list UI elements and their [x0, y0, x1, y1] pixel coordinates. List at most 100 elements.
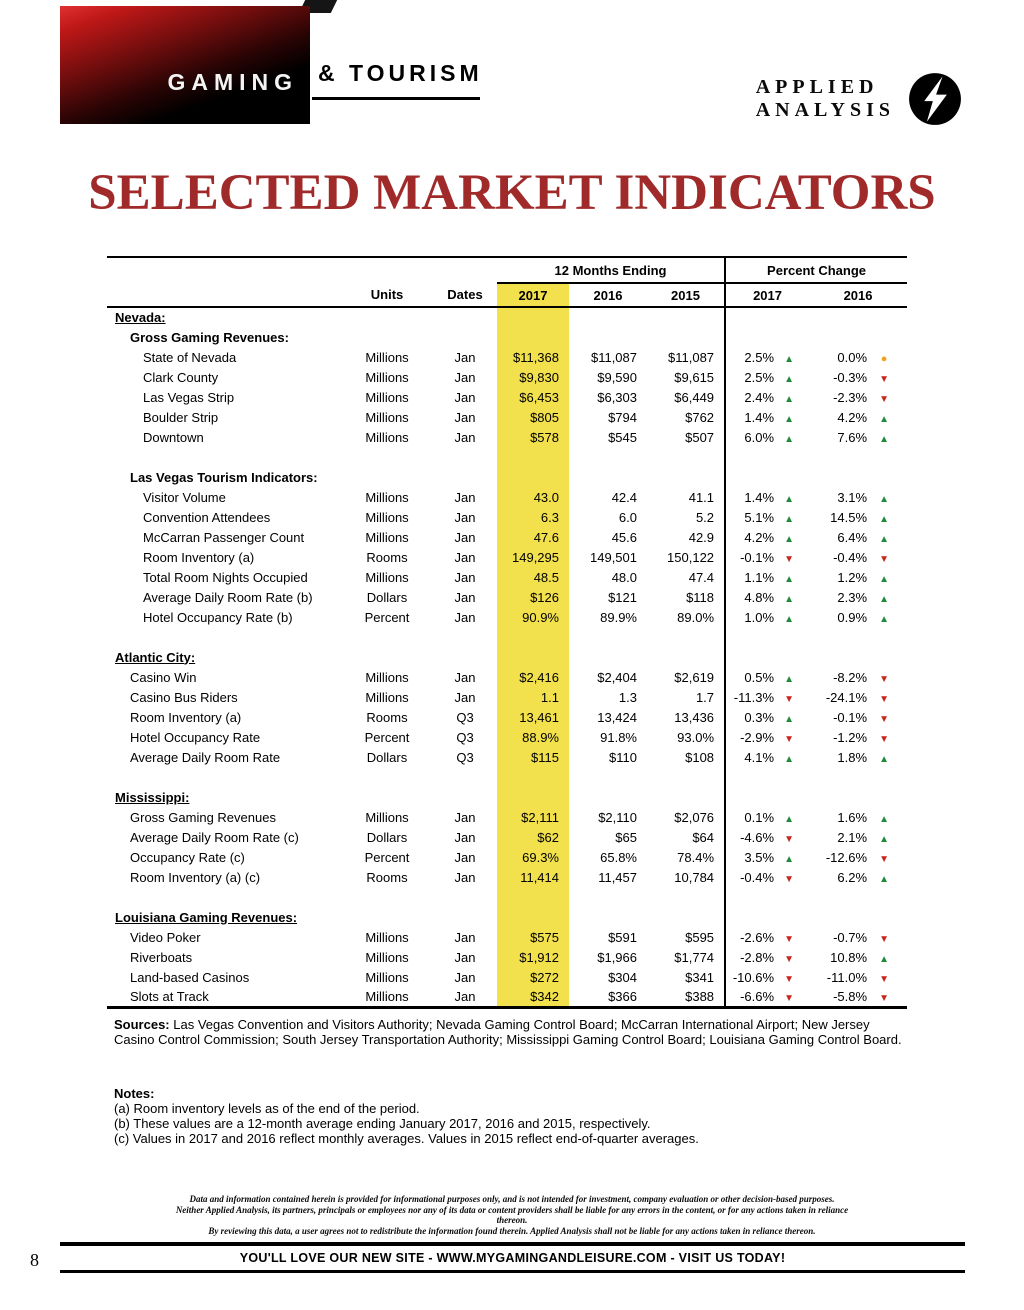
spacer-row [107, 447, 907, 467]
pct-2017-value: 0.1% [744, 809, 775, 825]
value-2016: $121 [608, 589, 637, 605]
value-2016: $2,404 [597, 669, 637, 685]
pct-change-2017 [724, 627, 810, 647]
value-2016: $6,303 [597, 389, 637, 405]
row-dates: Jan [454, 349, 476, 365]
pct-change-2017: -11.3% ▼ [724, 687, 810, 707]
up-triangle-icon: ▲ [784, 753, 794, 765]
value-2017 [497, 627, 569, 647]
value-2015: $108 [685, 749, 715, 765]
data-row: Las Vegas Strip Millions Jan $6,453 $6,303 $6… [107, 387, 907, 407]
value-2016 [569, 887, 647, 907]
table-group-header-row: 12 Months Ending Percent Change [107, 256, 908, 284]
column-header-pct-2017: 2017 [724, 283, 810, 308]
up-triangle-icon: ▲ [879, 513, 889, 525]
value-2017: 88.9% [522, 729, 559, 745]
pct-change-2016: 3.1% ▲ [809, 487, 907, 507]
down-triangle-icon: ▼ [784, 833, 794, 845]
brand-tourism-text: & TOURISM [318, 60, 483, 86]
up-triangle-icon: ▲ [879, 873, 889, 885]
pct-2016-value: 6.2% [837, 869, 868, 885]
pct-2017-value: -2.9% [740, 729, 775, 745]
row-label: Average Daily Room Rate (b) [143, 589, 313, 605]
down-triangle-icon: ▼ [784, 992, 794, 1004]
value-2015 [647, 907, 725, 927]
data-row: Casino Win Millions Jan $2,416 $2,404 $2,619 0… [107, 667, 907, 687]
pct-change-2016 [809, 647, 907, 667]
pct-change-2016: 0.0% ● [809, 347, 907, 367]
value-2017: 90.9% [522, 609, 559, 625]
logo-word-applied: APPLIED [755, 76, 879, 98]
pct-change-2016: -0.3% ▼ [809, 367, 907, 387]
value-2017 [497, 327, 569, 347]
value-2017: $2,416 [519, 669, 559, 685]
down-triangle-icon: ▼ [879, 733, 889, 745]
pct-2016-value: -11.0% [826, 969, 868, 985]
group-header-blank [107, 256, 497, 283]
pct-2017-value: -0.1% [740, 549, 775, 565]
pct-2016-value: 7.6% [837, 429, 868, 445]
pct-change-2016: -12.6% ▼ [809, 847, 907, 867]
data-row: Downtown Millions Jan $578 $545 $507 6.0% ▲ 7.6%… [107, 427, 907, 447]
group-label: Atlantic City: [115, 649, 196, 665]
row-dates: Jan [454, 529, 476, 545]
value-2015 [647, 887, 725, 907]
pct-change-2016: -0.4% ▼ [809, 547, 907, 567]
pct-change-2017 [724, 447, 810, 467]
pct-change-2017 [724, 327, 810, 347]
row-units [341, 627, 433, 647]
down-triangle-icon: ▼ [879, 393, 889, 405]
pct-change-2017: 1.4% ▲ [724, 487, 810, 507]
row-dates: Jan [454, 389, 476, 405]
row-units: Millions [365, 529, 409, 545]
pct-2017-value: 2.4% [744, 389, 775, 405]
value-2015: $2,619 [674, 669, 715, 685]
value-2015: $2,076 [674, 809, 715, 825]
row-dates: Q3 [456, 749, 474, 765]
up-triangle-icon: ▲ [784, 413, 794, 425]
pct-change-2016 [809, 787, 907, 807]
pct-2017-value: -6.6% [740, 988, 775, 1004]
pct-2016-value: 6.4% [837, 529, 868, 545]
up-triangle-icon: ▲ [879, 593, 889, 605]
row-units [341, 447, 433, 467]
up-triangle-icon: ▲ [879, 573, 889, 585]
pct-change-2017 [724, 787, 810, 807]
group-header-months: 12 Months Ending [497, 256, 726, 284]
group-label [107, 887, 341, 907]
row-units: Dollars [366, 829, 408, 845]
data-row: Clark County Millions Jan $9,830 $9,590 $9,61… [107, 367, 907, 387]
pct-2017-value: -10.6% [732, 969, 775, 985]
value-2016: 13,424 [597, 709, 637, 725]
pct-2017-value: -11.3% [733, 689, 775, 705]
row-dates: Jan [454, 369, 476, 385]
row-label: Gross Gaming Revenues [130, 809, 276, 825]
value-2017 [497, 307, 569, 327]
value-2015: $762 [685, 409, 715, 425]
row-units [341, 327, 433, 347]
value-2015: $64 [692, 829, 715, 845]
down-triangle-icon: ▼ [879, 713, 889, 725]
down-triangle-icon: ▼ [879, 673, 889, 685]
row-units: Percent [364, 849, 410, 865]
row-dates: Jan [454, 609, 476, 625]
pct-2016-value: 4.2% [837, 409, 868, 425]
value-2015 [647, 767, 725, 787]
pct-change-2017: 0.5% ▲ [724, 667, 810, 687]
pct-2017-value: 1.1% [744, 569, 775, 585]
row-label: Riverboats [130, 949, 193, 965]
up-triangle-icon: ▲ [879, 833, 889, 845]
up-triangle-icon: ▲ [879, 813, 889, 825]
pct-change-2017: 1.0% ▲ [724, 607, 810, 627]
row-units: Millions [365, 409, 409, 425]
value-2017: 11,414 [520, 869, 559, 885]
row-dates [433, 887, 497, 907]
section-row: Nevada: [107, 307, 907, 327]
row-units: Rooms [366, 709, 408, 725]
pct-2016-value: 2.1% [837, 829, 868, 845]
row-dates: Jan [454, 969, 476, 985]
value-2015: $388 [647, 987, 726, 1009]
row-label: Downtown [143, 429, 204, 445]
pct-2016-value: 1.6% [837, 809, 868, 825]
row-units [341, 467, 433, 487]
